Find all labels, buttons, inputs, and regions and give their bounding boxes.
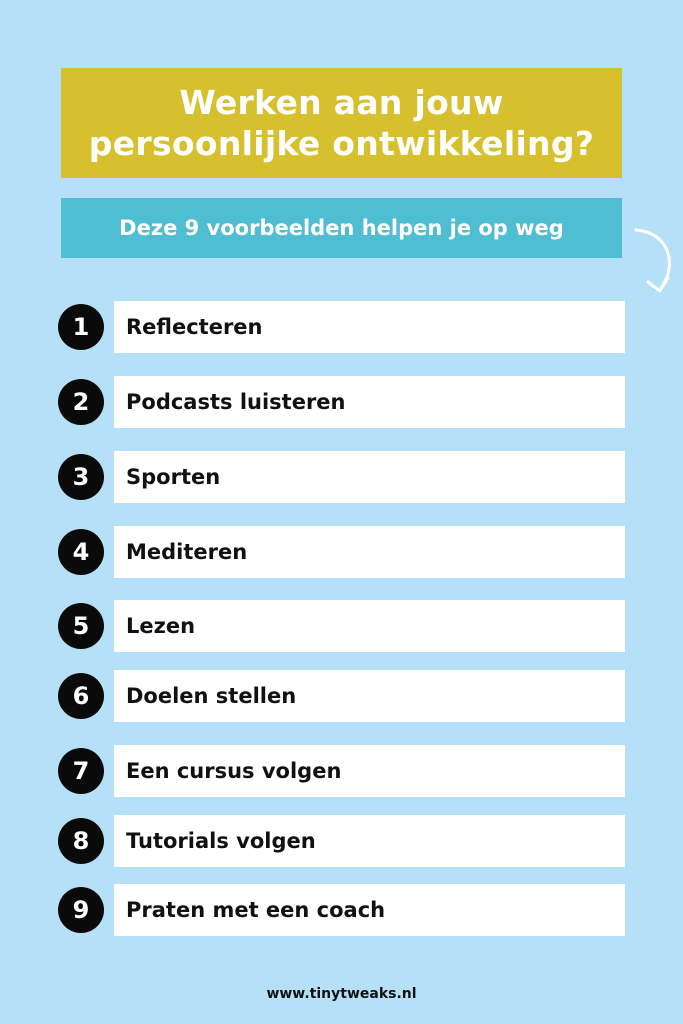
item-label-box: Een cursus volgen xyxy=(114,745,625,797)
number-badge: 3 xyxy=(58,454,104,500)
item-label-box: Sporten xyxy=(114,451,625,503)
item-label-box: Podcasts luisteren xyxy=(114,376,625,428)
curved-arrow-down-icon xyxy=(634,228,671,293)
list-item: 2 Podcasts luisteren xyxy=(58,376,625,428)
number-badge: 6 xyxy=(58,673,104,719)
list-item: 8 Tutorials volgen xyxy=(58,815,625,867)
item-label: Praten met een coach xyxy=(126,898,386,922)
list-item: 6 Doelen stellen xyxy=(58,670,625,722)
item-label-box: Mediteren xyxy=(114,526,625,578)
item-label-box: Lezen xyxy=(114,600,625,652)
item-label-box: Reflecteren xyxy=(114,301,625,353)
list-item: 1 Reflecteren xyxy=(58,301,625,353)
item-label-box: Doelen stellen xyxy=(114,670,625,722)
number-badge: 5 xyxy=(58,603,104,649)
subtitle-banner: Deze 9 voorbeelden helpen je op weg xyxy=(61,198,622,258)
number-badge: 7 xyxy=(58,748,104,794)
list-item: 9 Praten met een coach xyxy=(58,884,625,936)
item-label: Tutorials volgen xyxy=(126,829,316,853)
number-badge: 1 xyxy=(58,304,104,350)
title-banner: Werken aan jouw persoonlijke ontwikkelin… xyxy=(61,68,622,178)
item-label: Sporten xyxy=(126,465,221,489)
item-label: Lezen xyxy=(126,614,196,638)
number-badge: 4 xyxy=(58,529,104,575)
list-item: 5 Lezen xyxy=(58,600,625,652)
list-item: 4 Mediteren xyxy=(58,526,625,578)
item-label: Reflecteren xyxy=(126,315,263,339)
item-label: Een cursus volgen xyxy=(126,759,342,783)
page-title: Werken aan jouw persoonlijke ontwikkelin… xyxy=(88,83,595,163)
item-label-box: Praten met een coach xyxy=(114,884,625,936)
list-item: 3 Sporten xyxy=(58,451,625,503)
item-label: Podcasts luisteren xyxy=(126,390,346,414)
item-label-box: Tutorials volgen xyxy=(114,815,625,867)
number-badge: 9 xyxy=(58,887,104,933)
item-label: Mediteren xyxy=(126,540,248,564)
website-link[interactable]: www.tinytweaks.nl xyxy=(266,986,417,1002)
number-badge: 8 xyxy=(58,818,104,864)
list-item: 7 Een cursus volgen xyxy=(58,745,625,797)
page-subtitle: Deze 9 voorbeelden helpen je op weg xyxy=(119,216,564,240)
item-label: Doelen stellen xyxy=(126,684,297,708)
number-badge: 2 xyxy=(58,379,104,425)
